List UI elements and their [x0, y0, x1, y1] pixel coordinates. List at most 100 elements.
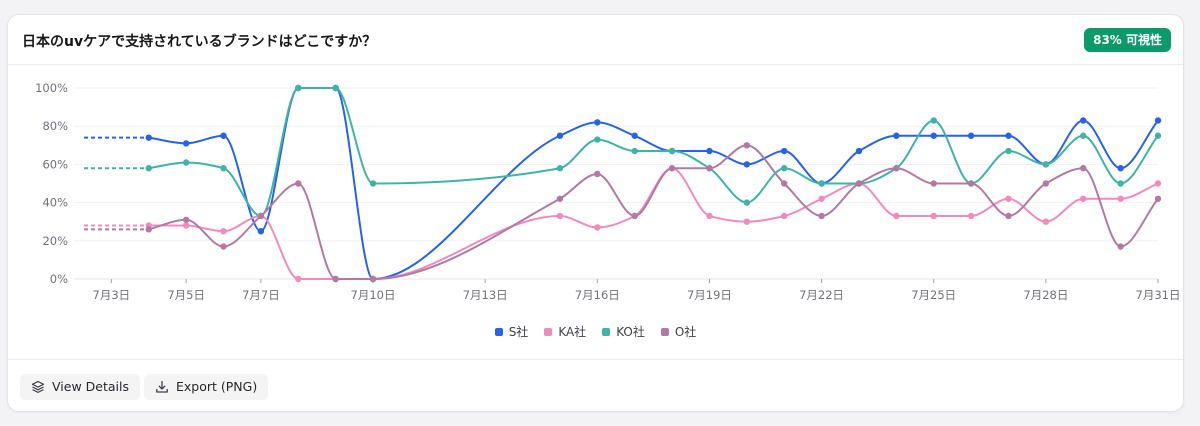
data-point: [369, 275, 377, 283]
data-point: [1005, 132, 1012, 139]
chart-legend: S社 KA社 KO社 O社: [8, 323, 1183, 340]
legend-item[interactable]: KO社: [602, 323, 645, 340]
legend-item[interactable]: KA社: [544, 323, 586, 340]
data-point: [781, 180, 788, 187]
data-point: [631, 212, 638, 220]
data-point: [930, 212, 937, 220]
data-point: [743, 161, 751, 168]
data-point: [594, 119, 601, 126]
data-point: [1080, 195, 1087, 202]
data-point: [220, 228, 227, 235]
legend-item[interactable]: O社: [660, 323, 697, 340]
data-point: [743, 218, 751, 225]
data-point: [594, 170, 601, 178]
data-point: [1117, 243, 1124, 250]
data-point: [1042, 218, 1050, 225]
x-tick-label: 7月25日: [911, 288, 956, 302]
card-header: 日本のuvケアで支持されているブランドはどこですか？ 83% 可視性: [8, 15, 1183, 65]
data-point: [631, 132, 638, 139]
data-point: [556, 212, 564, 220]
data-point: [1080, 132, 1087, 139]
series-line-4: [148, 144, 1159, 280]
chart-card: 日本のuvケアで支持されているブランドはどこですか？ 83% 可視性 0% 20%…: [7, 14, 1184, 412]
data-point: [1080, 117, 1087, 124]
legend-swatch: [544, 328, 553, 336]
view-details-button[interactable]: View Details: [20, 374, 140, 400]
data-point: [145, 226, 152, 233]
data-point: [706, 212, 713, 220]
data-point: [818, 212, 825, 220]
data-point: [743, 142, 751, 149]
legend-label: O社: [674, 325, 697, 339]
data-point: [668, 147, 676, 155]
y-tick-label: 60%: [42, 157, 68, 171]
data-point: [182, 159, 190, 166]
x-tick-label: 7月10日: [351, 288, 396, 302]
x-tick-label: 7月3日: [93, 288, 131, 302]
legend-swatch: [494, 328, 503, 336]
x-tick-label: 7月19日: [687, 288, 732, 302]
data-point: [930, 132, 937, 139]
data-point: [556, 132, 564, 139]
data-point: [220, 243, 227, 250]
x-tick-label: 7月7日: [242, 288, 280, 302]
data-point: [706, 147, 713, 155]
data-point: [332, 84, 339, 92]
data-point: [1005, 212, 1012, 220]
card-title: 日本のuvケアで支持されているブランドはどこですか？: [22, 34, 377, 50]
data-point: [893, 132, 900, 139]
data-point: [182, 222, 190, 229]
data-point: [1005, 147, 1012, 155]
x-tick-label: 7月22日: [799, 288, 844, 302]
data-point: [855, 180, 863, 187]
data-point: [1117, 165, 1124, 172]
data-point: [818, 180, 825, 187]
export-png-button[interactable]: Export (PNG): [144, 374, 269, 400]
data-point: [295, 84, 302, 92]
x-tick-label: 7月5日: [167, 288, 205, 302]
export-png-label: Export (PNG): [176, 379, 258, 394]
y-tick-label: 80%: [42, 119, 68, 133]
data-point: [930, 117, 937, 124]
legend-label: S社: [508, 325, 529, 339]
data-point: [967, 212, 975, 220]
data-point: [556, 195, 564, 202]
data-point: [1154, 195, 1162, 202]
legend-item[interactable]: S社: [494, 323, 529, 340]
data-point: [781, 212, 788, 220]
data-point: [220, 165, 227, 172]
legend-swatch: [602, 328, 611, 336]
data-point: [594, 224, 601, 231]
data-point: [332, 275, 339, 283]
data-point: [893, 165, 900, 172]
visibility-badge: 83% 可視性: [1084, 28, 1171, 52]
y-tick-label: 100%: [35, 81, 68, 95]
x-tick-label: 7月28日: [1023, 288, 1068, 302]
data-point: [295, 180, 302, 187]
data-point: [1154, 117, 1162, 124]
data-point: [818, 195, 825, 202]
data-point: [1080, 165, 1087, 172]
data-point: [145, 134, 152, 141]
y-tick-label: 0%: [50, 272, 68, 286]
data-point: [1042, 161, 1050, 168]
data-point: [369, 180, 377, 187]
data-point: [930, 180, 937, 187]
legend-label: KO社: [616, 325, 645, 339]
data-point: [893, 212, 900, 220]
data-point: [967, 180, 975, 187]
data-point: [594, 136, 601, 143]
line-chart: 0% 20% 40% 60% 80% 100% 7月3日 7月5日 7月7日 7月10日 7月13日…: [35, 81, 1180, 302]
y-tick-label: 40%: [42, 196, 68, 210]
data-point: [781, 165, 788, 172]
data-point: [1042, 180, 1050, 187]
data-point: [967, 132, 975, 139]
data-point: [631, 147, 638, 155]
data-point: [182, 216, 190, 223]
data-point: [781, 147, 788, 155]
x-tick-label: 7月13日: [463, 288, 508, 302]
data-point: [145, 165, 152, 172]
view-details-label: View Details: [52, 379, 129, 394]
data-point: [1117, 195, 1124, 202]
data-point: [257, 212, 265, 220]
